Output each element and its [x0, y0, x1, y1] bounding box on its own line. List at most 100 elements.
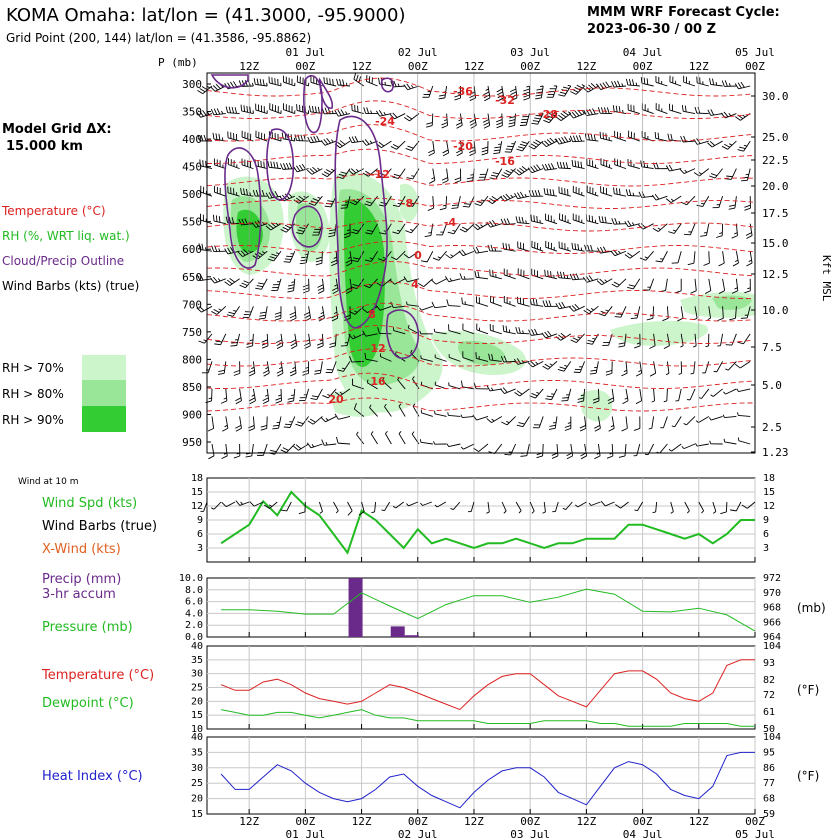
wind-barb [420, 501, 432, 506]
pressure-tick-label: 350 [182, 106, 202, 119]
wind-barb [562, 501, 573, 510]
wind-barb [722, 414, 737, 419]
wind-barb [680, 333, 684, 348]
y-tick-label: 0.0 [185, 632, 203, 643]
wind-barb [665, 195, 682, 203]
wind-barb [502, 325, 516, 335]
wind-barb [734, 361, 751, 369]
wind-barb [378, 250, 392, 262]
y2-tick-label: 966 [763, 617, 781, 628]
wind-barb [289, 361, 297, 377]
temperature-contour [206, 281, 754, 299]
wind-barb [282, 75, 296, 87]
wind-barb [441, 168, 449, 184]
wind-barb [420, 251, 434, 263]
temperature-contour-label: 8 [368, 308, 376, 321]
wind-barb [675, 388, 682, 402]
wind-barb [556, 161, 571, 170]
wind-barb [721, 80, 737, 87]
hour-label: 12Z [464, 60, 484, 73]
wind-barb [648, 416, 655, 430]
wind-barb [283, 103, 296, 114]
wind-barb [724, 168, 737, 180]
y-tick-label: 15 [191, 809, 203, 820]
wind-barb [746, 251, 753, 267]
pressure-tick-label: 850 [182, 381, 202, 394]
wind-barb [375, 305, 392, 311]
hour-label: 00Z [520, 815, 540, 828]
legend-precip: Precip (mm) [42, 572, 121, 587]
pressure-tick-label: 950 [182, 436, 202, 449]
wind-barb [343, 223, 351, 239]
cloud-outline [291, 205, 323, 248]
pressure-tick-label: 700 [182, 298, 202, 311]
wind-barb [723, 438, 737, 445]
hour-label: 12Z [576, 815, 596, 828]
wind-barb [450, 501, 461, 511]
temperature-contour-label: -24 [375, 115, 395, 128]
hour-label: 00Z [295, 60, 315, 73]
rh-shading [343, 199, 385, 367]
kft-tick-label: 10.0 [762, 304, 789, 317]
wind-barb [732, 251, 739, 267]
panel-frame [206, 736, 756, 815]
wind-barb [737, 140, 751, 152]
wind-barb [555, 111, 572, 121]
wind-barb [488, 353, 502, 362]
cloud-outline [380, 77, 395, 93]
wind-barb [670, 501, 674, 514]
wind-barb [384, 430, 392, 445]
wind-barb [364, 352, 378, 362]
wind-barb [707, 109, 723, 116]
wind-barb [694, 306, 698, 321]
wind-barb [517, 241, 530, 252]
wind-barb [227, 131, 240, 142]
wind-barb [333, 501, 339, 514]
wind-barb [737, 333, 751, 345]
wind-barb [486, 385, 502, 392]
wind-barb [221, 501, 236, 508]
wind-barb [693, 168, 710, 177]
y-tick-label: 30 [191, 763, 203, 774]
hour-label: 00Z [633, 60, 653, 73]
wind-barb [248, 361, 256, 377]
wind-barb [392, 501, 404, 509]
wind-barb [302, 278, 310, 294]
wind-barb [586, 158, 599, 170]
wind-barb [389, 112, 406, 120]
wind-barb [600, 158, 613, 170]
wind-barb [392, 223, 406, 235]
cloud-outline [385, 309, 420, 359]
y2-tick-label: 86 [763, 763, 775, 774]
temperature-contour-label: -32 [495, 94, 515, 107]
y2-tick-label: 9 [763, 515, 769, 526]
wind-barb [393, 327, 406, 335]
wind-barb [707, 140, 723, 148]
wind-barb [260, 416, 268, 431]
wind-barb [214, 333, 227, 346]
wind-barb [493, 140, 503, 155]
wind-barb [468, 501, 475, 513]
wind-barb [316, 333, 324, 349]
wind-barb [406, 501, 418, 507]
hour-label: 12Z [689, 60, 709, 73]
wind-barb [448, 324, 461, 335]
heat-panel: 40 35 30 25 20 15 104 95 86 77 68 59 [191, 732, 781, 820]
pressure-tick-label: 500 [182, 188, 202, 201]
wind-barb [621, 361, 628, 377]
temperature-line [220, 659, 755, 711]
temperature-contour [206, 173, 754, 187]
wind-barb [558, 186, 571, 197]
wind-barb [447, 223, 461, 235]
wind-barb [561, 388, 572, 402]
temperature-contour-label: -28 [538, 108, 558, 121]
wind-barb [716, 223, 724, 238]
wind-barb [220, 388, 228, 404]
wind-barb [269, 103, 282, 114]
wind-barb [569, 135, 585, 143]
wind-barb [348, 168, 365, 175]
wind-barb [307, 135, 323, 144]
cloud-outline [210, 74, 249, 89]
pressure-tick-label: 400 [182, 133, 202, 146]
wind-barb [235, 388, 242, 405]
